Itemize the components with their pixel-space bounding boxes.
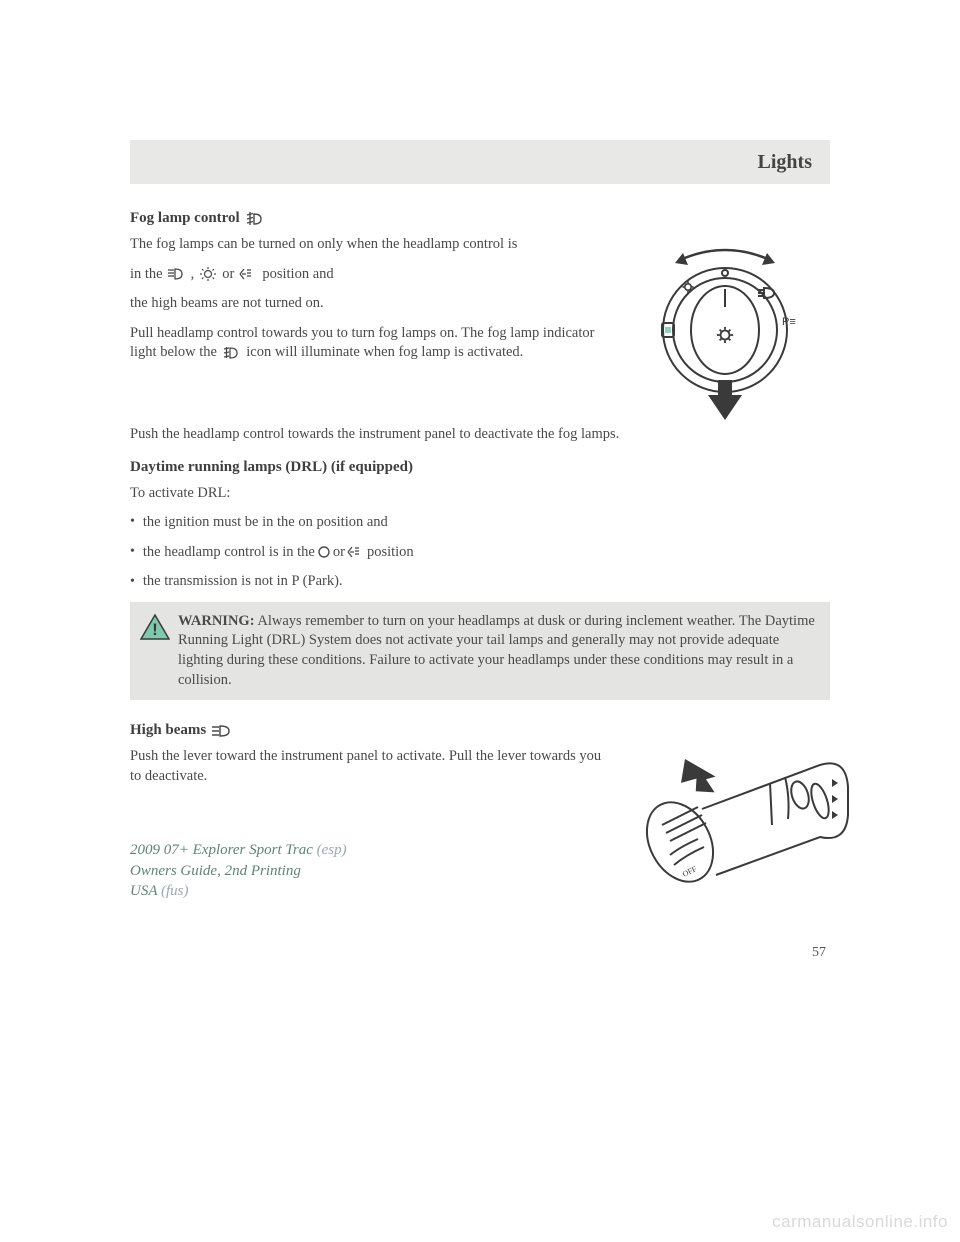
- fog-lamp-text: The fog lamps can be turned on only when…: [130, 235, 604, 363]
- para: Pull headlamp control towards you to tur…: [130, 325, 594, 361]
- svg-text:P≡: P≡: [782, 316, 796, 328]
- stalk-lever-figure: OFF: [620, 747, 830, 917]
- drl-heading: Daytime running lamps (DRL) (if equipped…: [130, 459, 830, 476]
- doc-footer: 2009 07+ Explorer Sport Trac (esp) Owner…: [130, 840, 347, 901]
- text: the headlamp control is in the: [143, 543, 315, 563]
- parking-icon: [199, 267, 217, 281]
- off-circle-icon: [317, 545, 331, 559]
- page-number: 57: [130, 945, 830, 961]
- para: The fog lamps can be turned on only when…: [130, 235, 604, 255]
- warning-text: WARNING: Always remember to turn on your…: [178, 612, 816, 690]
- foglamp-icon: [246, 212, 264, 226]
- footer-line: 2009 07+ Explorer Sport Trac (esp): [130, 840, 347, 860]
- text: icon will illuminate when fog lamp is ac…: [246, 344, 523, 360]
- para: Push the lever toward the instrument pan…: [130, 747, 604, 786]
- warning-label: WARNING:: [178, 613, 255, 629]
- text: position and: [262, 265, 333, 285]
- drl-bullet-list: the ignition must be in the on position …: [130, 513, 830, 592]
- fog-lamp-heading: Fog lamp control: [130, 210, 830, 227]
- para: in the , or position and: [130, 265, 604, 285]
- highbeam-icon: [168, 268, 186, 280]
- para: the high beams are not turned on.: [130, 294, 604, 314]
- heading-text: High beams: [130, 722, 206, 739]
- chapter-header-band: Lights: [130, 140, 830, 184]
- highbeam-icon: [212, 724, 232, 738]
- foglamp-icon: [223, 347, 241, 359]
- list-item: the transmission is not in P (Park).: [130, 572, 830, 592]
- text: the transmission is not in P (Park).: [143, 572, 343, 592]
- chapter-title: Lights: [758, 151, 812, 174]
- high-beams-text: Push the lever toward the instrument pan…: [130, 747, 604, 796]
- text: the ignition must be in the on position …: [143, 513, 388, 533]
- autolamp-icon: [239, 268, 257, 280]
- footer-model: 2009 07+ Explorer Sport Trac: [130, 842, 313, 858]
- fog-lamp-row: The fog lamps can be turned on only when…: [130, 235, 830, 425]
- svg-text:!: !: [152, 620, 158, 639]
- text: or: [333, 543, 345, 563]
- warning-callout: ! WARNING: Always remember to turn on yo…: [130, 602, 830, 700]
- text: or: [222, 265, 234, 285]
- watermark: carmanualsonline.info: [772, 1212, 948, 1232]
- manual-page: Lights Fog lamp control The fog lamps ca…: [0, 0, 960, 1001]
- text: position: [367, 543, 414, 563]
- headlamp-dial-figure: P≡: [620, 235, 830, 425]
- warning-body: Always remember to turn on your headlamp…: [178, 613, 815, 688]
- high-beams-heading: High beams: [130, 722, 830, 739]
- list-item: the ignition must be in the on position …: [130, 513, 830, 533]
- footer-code: (esp): [317, 842, 347, 858]
- footer-line: USA (fus): [130, 881, 347, 901]
- footer-region: USA: [130, 883, 157, 899]
- para: To activate DRL:: [130, 484, 830, 504]
- text: ,: [191, 265, 195, 285]
- list-item: the headlamp control is in the or positi…: [130, 543, 830, 563]
- autolamp-icon: [347, 546, 365, 558]
- footer-line: Owners Guide, 2nd Printing: [130, 861, 347, 881]
- text: in the: [130, 265, 163, 285]
- warning-triangle-icon: !: [140, 614, 170, 640]
- para: Push the headlamp control towards the in…: [130, 425, 830, 445]
- heading-text: Fog lamp control: [130, 210, 240, 227]
- heading-text: Daytime running lamps (DRL) (if equipped…: [130, 459, 413, 476]
- footer-code: (fus): [161, 883, 189, 899]
